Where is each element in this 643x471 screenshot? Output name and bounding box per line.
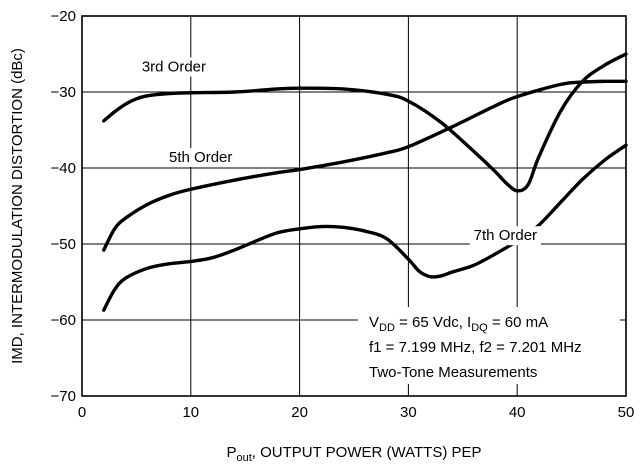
- x-tick-label: 50: [618, 404, 635, 421]
- conditions-line-supply: VDD = 65 Vdc, IDQ = 60 mA: [369, 314, 548, 334]
- series-label-background: [137, 57, 211, 77]
- y-tick-label: −70: [51, 388, 76, 405]
- x-tick-label: 20: [291, 404, 308, 421]
- label-3rd-order: 3rd Order: [137, 57, 211, 77]
- series-labels: 3rd Order 5th Order 7th Order: [137, 57, 542, 246]
- y-tick-label: −20: [51, 8, 76, 25]
- series-label-background: [469, 226, 542, 246]
- y-tick-label: −30: [51, 84, 76, 101]
- series-5th-order-line: [102, 79, 628, 252]
- series-label-text: 3rd Order: [142, 58, 206, 75]
- series-label-background: [165, 147, 237, 167]
- y-tick-label: −60: [51, 312, 76, 329]
- x-axis-title: Pout, OUTPUT POWER (WATTS) PEP: [226, 444, 481, 464]
- x-tick-label: 10: [182, 404, 199, 421]
- axis-ticks: 0 10 20 30 40 50 −70 −60 −50 −40 −30 −20: [51, 8, 635, 421]
- conditions-background: [358, 307, 620, 384]
- x-tick-label: 30: [400, 404, 417, 421]
- x-tick-label: 0: [78, 404, 86, 421]
- grid-lines: [82, 16, 626, 396]
- label-7th-order: 7th Order: [469, 226, 542, 246]
- y-tick-label: −40: [51, 160, 76, 177]
- series-3rd-order-line: [102, 52, 628, 193]
- series-label-text: 7th Order: [474, 227, 537, 244]
- series-7th-order-line: [102, 143, 628, 312]
- conditions-block: VDD = 65 Vdc, IDQ = 60 mA f1 = 7.199 MHz…: [358, 307, 620, 384]
- y-tick-label: −50: [51, 236, 76, 253]
- y-axis-title: IMD, INTERMODULATION DISTORTION (dBc): [9, 48, 26, 364]
- label-5th-order: 5th Order: [165, 147, 237, 167]
- conditions-line-frequencies: f1 = 7.199 MHz, f2 = 7.201 MHz: [369, 339, 582, 356]
- x-tick-label: 40: [509, 404, 526, 421]
- conditions-line-measurement: Two-Tone Measurements: [369, 364, 537, 381]
- plot-frame: [81, 15, 627, 397]
- series-label-text: 5th Order: [169, 149, 232, 166]
